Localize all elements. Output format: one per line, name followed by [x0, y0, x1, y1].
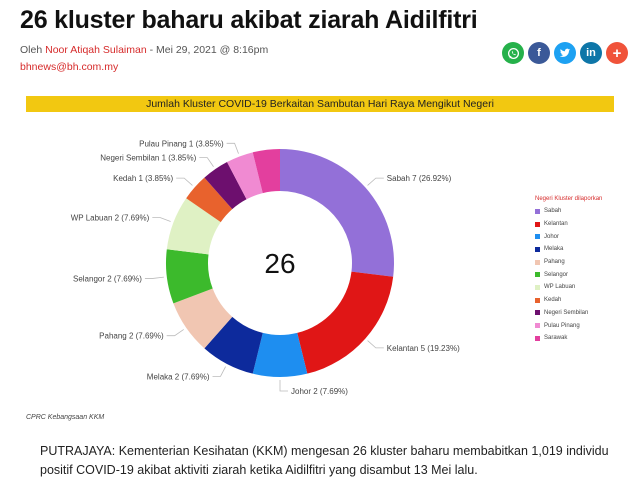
linkedin-icon: in [586, 47, 596, 59]
leader-line [226, 142, 239, 154]
legend-item: Melaka [535, 243, 602, 256]
legend-item: Sarawak [535, 332, 602, 345]
byline-prefix: Oleh [20, 44, 46, 56]
figure-source: CPRC Kebangsaan KKM [26, 414, 105, 421]
chart-title-banner: Jumlah Kluster COVID-19 Berkaitan Sambut… [26, 96, 614, 112]
slice-pahang [173, 288, 233, 349]
author-email-link[interactable]: bhnews@bh.com.my [20, 61, 119, 73]
legend-item: Pahang [535, 256, 602, 269]
slice-label: Kedah 1 (3.85%) [113, 174, 173, 183]
center-total-label: 26 [264, 248, 295, 279]
slice-sarawak [252, 149, 280, 194]
plus-icon: + [612, 44, 622, 62]
legend-title: Negeri Kluster dilaporkan [535, 196, 603, 202]
slice-label: Sabah 7 (26.92%) [387, 174, 452, 183]
legend-label: Kedah [544, 297, 562, 304]
leader-line [144, 276, 164, 279]
legend-item: Kedah [535, 294, 602, 307]
slice-negeri-sembilan [204, 162, 247, 210]
legend-label: Melaka [544, 246, 564, 253]
legend-swatch [535, 284, 540, 290]
legend-label: Johor [544, 233, 560, 240]
legend-label: Kelantan [544, 221, 568, 228]
share-bar: f in + [502, 42, 628, 64]
leader-line [367, 177, 384, 186]
legend-item: WP Labuan [535, 281, 602, 294]
leader-line [279, 380, 288, 392]
slice-sabah [280, 149, 394, 277]
legend-label: Selangor [544, 271, 569, 278]
legend-item: Negeri Sembilan [535, 307, 602, 320]
slice-label: Pulau Pinang 1 (3.85%) [139, 139, 224, 148]
leader-line [199, 157, 214, 167]
legend-swatch [535, 234, 540, 240]
slice-pulau-pinang [227, 152, 263, 200]
legend-swatch [535, 221, 540, 227]
facebook-icon: f [537, 47, 541, 59]
leader-line [152, 217, 171, 222]
chart-legend: Negeri Kluster dilaporkan Sabah Kelantan J… [535, 196, 602, 345]
donut-chart: Sabah 7 (26.92%) Kelantan 5 (19.23%) Johor… [71, 139, 460, 396]
legend-swatch [535, 323, 540, 329]
more-share-button[interactable]: + [606, 42, 628, 64]
legend-swatch [535, 208, 540, 214]
legend-label: Negeri Sembilan [544, 309, 589, 316]
whatsapp-share-button[interactable] [502, 42, 524, 64]
slice-johor [252, 332, 308, 378]
legend-item: Selangor [535, 268, 602, 281]
leader-line [212, 366, 226, 377]
legend-label: WP Labuan [544, 284, 576, 291]
slice-label: Kelantan 5 (19.23%) [387, 344, 460, 353]
legend-label: Sarawak [544, 335, 568, 342]
twitter-share-button[interactable] [554, 42, 576, 64]
twitter-icon [559, 48, 571, 57]
author-link[interactable]: Noor Atiqah Sulaiman [45, 44, 147, 56]
legend-item: Kelantan [535, 218, 602, 231]
slice-label: Pahang 2 (7.69%) [99, 332, 164, 341]
legend-swatch [535, 310, 540, 316]
legend-swatch [535, 272, 540, 278]
legend-item: Pulau Pinang [535, 319, 602, 332]
leader-line [166, 329, 184, 337]
article-paragraph: PUTRAJAYA: Kementerian Kesihatan (KKM) m… [40, 444, 609, 477]
slice-label: Melaka 2 (7.69%) [147, 372, 210, 381]
slice-selangor [166, 249, 213, 304]
slice-label: Negeri Sembilan 1 (3.85%) [100, 154, 196, 163]
whatsapp-icon [507, 47, 519, 59]
legend-label: Sabah [544, 208, 562, 215]
legend-label: Pahang [544, 259, 565, 266]
linkedin-share-button[interactable]: in [580, 42, 602, 64]
legend-swatch [535, 297, 540, 303]
article-headline: 26 kluster baharu akibat ziarah Aidilfit… [20, 6, 478, 34]
slice-wp-labuan [166, 198, 221, 255]
article-byline: Oleh Noor Atiqah Sulaiman - Mei 29, 2021… [20, 44, 268, 56]
slice-label: WP Labuan 2 (7.69%) [71, 214, 150, 223]
slice-kedah [186, 177, 233, 223]
legend-item: Johor [535, 230, 602, 243]
legend-swatch [535, 246, 540, 252]
leader-line [176, 177, 193, 186]
publish-date: - Mei 29, 2021 @ 8:16pm [146, 44, 269, 56]
legend-swatch [535, 259, 540, 265]
slice-melaka [204, 316, 263, 374]
facebook-share-button[interactable]: f [528, 42, 550, 64]
infographic-figure: Jumlah Kluster COVID-19 Berkaitan Sambut… [22, 92, 618, 428]
slice-kelantan [297, 271, 394, 374]
legend-item: Sabah [535, 205, 602, 218]
legend-label: Pulau Pinang [544, 322, 580, 329]
leader-line [367, 340, 384, 349]
slice-label: Selangor 2 (7.69%) [73, 274, 142, 283]
slice-label: Johor 2 (7.69%) [291, 387, 348, 396]
legend-swatch [535, 335, 540, 341]
